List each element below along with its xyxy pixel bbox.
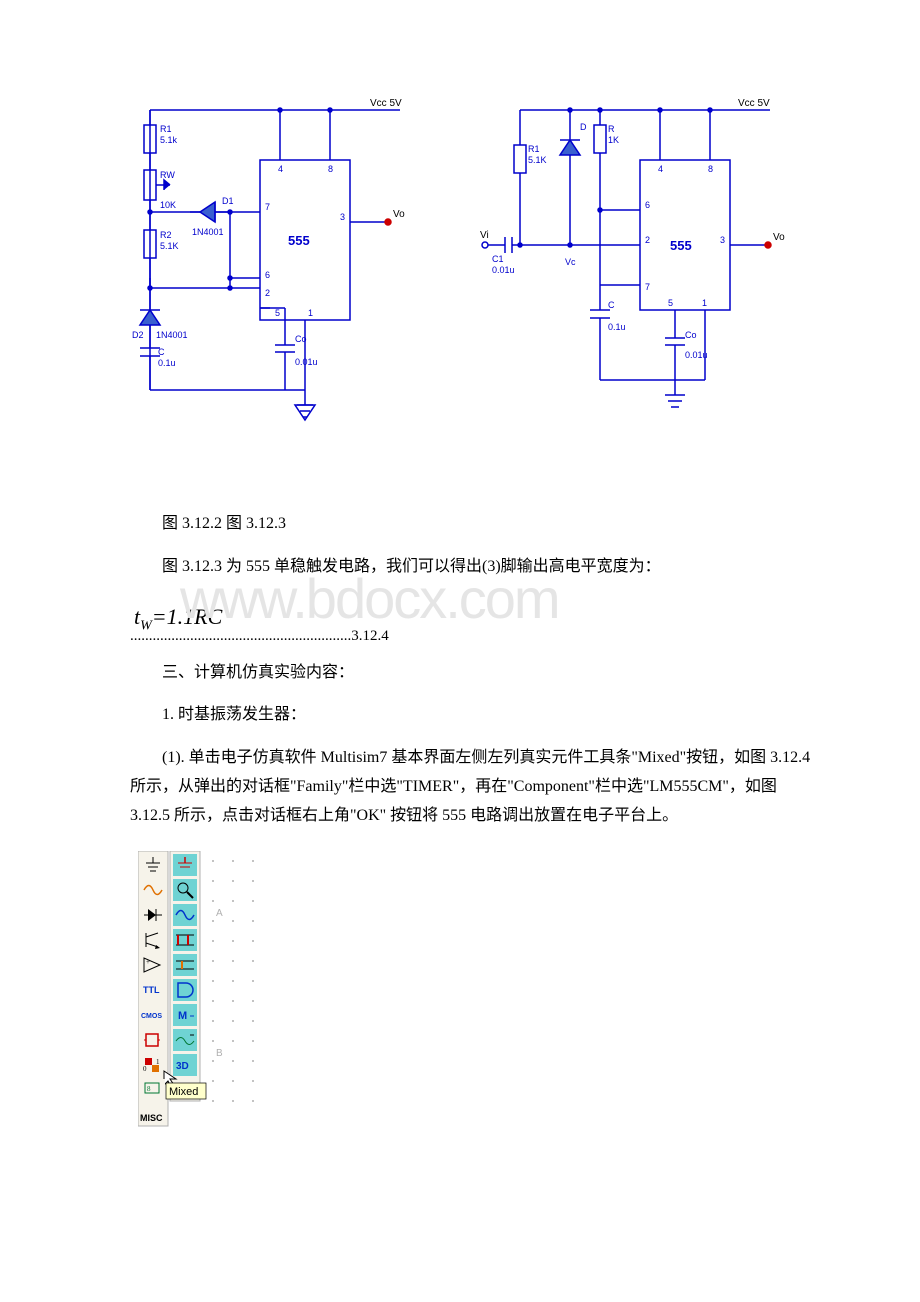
- section-osc: 1. 时基振荡发生器：: [130, 701, 820, 730]
- pin7: 7: [265, 202, 270, 212]
- c1-val: 0.01u: [492, 265, 515, 275]
- p6b: 6: [645, 200, 650, 210]
- svg-text:3D: 3D: [176, 1061, 189, 1072]
- co2-val: 0.01u: [685, 350, 708, 360]
- p5b: 5: [668, 298, 673, 308]
- r1b-label: R1: [528, 144, 540, 154]
- svg-text:TTL: TTL: [143, 985, 160, 995]
- sinebox-icon[interactable]: [173, 904, 197, 926]
- pin3: 3: [340, 212, 345, 222]
- sw-icon[interactable]: [173, 1029, 197, 1051]
- ttl-icon[interactable]: TTL: [141, 979, 165, 1001]
- r-label: R: [608, 124, 615, 134]
- pin1: 1: [308, 308, 313, 318]
- place-icon[interactable]: [173, 854, 197, 876]
- tooltip-text: Mixed: [169, 1086, 198, 1098]
- toolbar-right-col: M 3D: [173, 854, 197, 1076]
- circuits-row: Vcc 5V R1 5.1k RW 10K R2 5.1K D1 1N4001 …: [130, 90, 820, 430]
- col-a: A: [216, 908, 223, 919]
- r1-label: R1: [160, 124, 172, 134]
- c1-label: C1: [492, 254, 504, 264]
- co-label: Co: [295, 334, 307, 344]
- p1b: 1: [702, 298, 707, 308]
- p7b: 7: [645, 282, 650, 292]
- p8b: 8: [708, 164, 713, 174]
- d-label: D: [580, 122, 587, 132]
- circuit-2: Vcc 5V R 1K R1 5.1K D Vi C1 0.01u Vc C 0…: [480, 90, 800, 430]
- c-val: 0.1u: [158, 358, 176, 368]
- vo-label: Vo: [393, 209, 405, 220]
- vo2-label: Vo: [773, 232, 785, 243]
- ic-label: 555: [288, 233, 310, 248]
- rw-label: RW: [160, 170, 175, 180]
- p4b: 4: [658, 164, 663, 174]
- equation: tW=1.1RC: [134, 604, 222, 634]
- p3b: 3: [720, 235, 725, 245]
- tooltip: Mixed: [166, 1083, 206, 1099]
- sine-icon[interactable]: [141, 879, 165, 901]
- svg-text:8: 8: [147, 1085, 151, 1093]
- svg-text:CMOS: CMOS: [141, 1013, 162, 1020]
- zoom-icon[interactable]: [173, 879, 197, 901]
- pin4: 4: [278, 164, 283, 174]
- d2-label: D2: [132, 330, 144, 340]
- circuit-1: Vcc 5V R1 5.1k RW 10K R2 5.1K D1 1N4001 …: [130, 90, 430, 430]
- svg-text:0: 0: [143, 1065, 147, 1073]
- r2-val: 5.1K: [160, 241, 179, 251]
- paragraph-1: (1). 单击电子仿真软件 Multisim7 基本界面左侧左列真实元件工具条"…: [130, 744, 820, 830]
- monostable-line: 图 3.12.3 为 555 单稳触发电路，我们可以得出(3)脚输出高电平宽度为…: [130, 553, 820, 582]
- indicator-icon[interactable]: 8: [141, 1079, 165, 1101]
- vcc-label-2: Vcc 5V: [738, 98, 770, 109]
- d2-val: 1N4001: [156, 330, 188, 340]
- mixed-icon[interactable]: 01: [141, 1054, 165, 1076]
- c2-val: 0.1u: [608, 322, 626, 332]
- r1b-val: 5.1K: [528, 155, 547, 165]
- pin6: 6: [265, 270, 270, 280]
- p2b: 2: [645, 235, 650, 245]
- eq-sub: W: [140, 618, 152, 633]
- r2-label: R2: [160, 230, 172, 240]
- co-val: 0.01u: [295, 357, 318, 367]
- rw-val: 10K: [160, 200, 176, 210]
- gate-icon[interactable]: [173, 929, 197, 951]
- vcc-label: Vcc 5V: [370, 98, 402, 109]
- or-icon[interactable]: [173, 954, 197, 976]
- svg-text:+: +: [146, 958, 150, 966]
- svg-text:M: M: [178, 1010, 187, 1022]
- figure-caption: 图 3.12.2 图 3.12.3: [130, 510, 820, 539]
- col-b: B: [216, 1048, 223, 1059]
- c2-label: C: [608, 300, 615, 310]
- vi-label: Vi: [480, 230, 489, 241]
- and-icon[interactable]: [173, 979, 197, 1001]
- vc-label: Vc: [565, 257, 576, 267]
- co2-label: Co: [685, 330, 697, 340]
- mux-icon[interactable]: M: [173, 1004, 197, 1026]
- pin5: 5: [275, 308, 280, 318]
- c-label: C: [158, 347, 165, 357]
- eq-rhs: 1.1RC: [167, 604, 223, 629]
- opamp-icon[interactable]: +: [141, 954, 165, 976]
- r-val: 1K: [608, 135, 619, 145]
- cmos-icon[interactable]: CMOS: [141, 1004, 165, 1026]
- svg-text:1: 1: [156, 1058, 160, 1066]
- toolbar-figure: A B + TTL CMOS 01 8 MISC: [138, 851, 820, 1131]
- r1-val: 5.1k: [160, 135, 178, 145]
- transistor-icon[interactable]: [141, 929, 165, 951]
- diode-icon[interactable]: [141, 904, 165, 926]
- misc-label: MISC: [140, 1113, 163, 1123]
- misc-icon[interactable]: [141, 1029, 165, 1051]
- section-sim: 三、计算机仿真实验内容：: [130, 659, 820, 688]
- d1-label: D1: [222, 196, 234, 206]
- pin8: 8: [328, 164, 333, 174]
- 3d-icon[interactable]: 3D: [173, 1054, 197, 1076]
- equation-number: ........................................…: [130, 628, 820, 645]
- eq-op: =: [152, 604, 167, 629]
- ground-icon[interactable]: [141, 854, 165, 876]
- d1-val: 1N4001: [192, 227, 224, 237]
- pin2: 2: [265, 288, 270, 298]
- ic2-label: 555: [670, 238, 692, 253]
